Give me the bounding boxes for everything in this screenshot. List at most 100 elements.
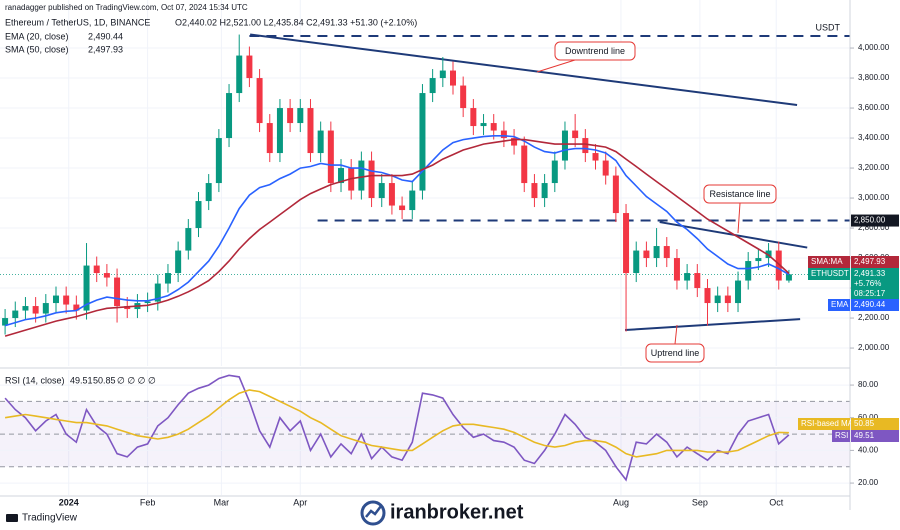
candle-body [22,306,29,311]
price-change: +5.76% [854,279,881,288]
trend-line [624,318,801,332]
candle-body [612,175,619,214]
candle-body [32,306,39,314]
x-tick-label: Apr [293,497,307,507]
candle-body [735,280,742,304]
candle-body [276,108,283,154]
candle-body [83,265,90,311]
candle-body [541,183,548,199]
rsi-tag-value: 49.51 [854,431,875,440]
candle-body [368,160,375,199]
price-tag-bg [851,268,899,300]
candle-body [714,295,721,304]
y-tick-label: 20.00 [858,478,879,487]
candle-body [500,130,507,139]
countdown: 08:25:17 [854,289,886,298]
candle-body [663,246,670,259]
candle-body [236,55,243,94]
candle-body [114,277,121,307]
candle-body [409,190,416,211]
candle-body [154,283,161,302]
indicator-line [4,138,790,337]
candle-body [480,123,487,127]
indicator-line [4,135,790,327]
candle-body [775,250,782,281]
y-tick-label: 3,000.00 [858,193,890,202]
candle-body [12,310,19,319]
y-tick-label: 3,600.00 [858,103,890,112]
rsi-tag-bg [798,418,850,430]
legend-value: 2,490.44 [88,31,123,41]
series-tag: SMA:MA [811,257,843,266]
rsi-title: RSI (14, close) [5,375,65,385]
series-tag: EMA [831,300,849,309]
series-tag-bg [828,299,850,311]
logo-text: TradingView [22,513,78,524]
level-label: 2,850.00 [854,216,886,225]
candle-body [673,258,680,281]
x-tick-label: Feb [140,497,156,507]
candle-body [195,201,202,229]
annotation-text: Downtrend line [565,46,625,56]
legend-entry: SMA (50, close) [5,44,69,54]
watermark-text: iranbroker.net [390,501,524,523]
candle-body [490,123,497,131]
price-tag: ETHUSDT [811,269,849,278]
y-tick-label: 3,200.00 [858,163,890,172]
candle-body [215,138,222,184]
y-tick-label: 40.00 [858,446,879,455]
candle-body [582,138,589,154]
candle-body [73,304,80,311]
candle-body [643,250,650,259]
candle-body [317,130,324,154]
y-tick-label: 60.00 [858,413,879,422]
series-tag-value: 2,497.93 [854,257,886,266]
rsi-tag: RSI [835,431,848,440]
candle-body [266,123,273,154]
annotation-box [554,41,636,61]
candle-body [521,145,528,184]
annotation-box [703,184,777,204]
candle-body [175,250,182,274]
candle-body [704,288,711,304]
candle-body [449,70,456,86]
x-tick-label: Oct [769,497,784,507]
legend-value: 49.51 [70,375,93,385]
candle-body [531,183,538,199]
y-tick-label: 2,000.00 [858,343,890,352]
y-tick-label: 2,800.00 [858,223,890,232]
candle-body [205,183,212,202]
plot [0,33,850,482]
candle-body [561,130,568,161]
candle-body [297,108,304,124]
rsi-tag-bg [832,430,850,442]
candle-body [185,228,192,251]
x-tick-label: Mar [214,497,230,507]
y-tick-label: 2,200.00 [858,313,890,322]
candle-body [460,85,467,109]
candle-body [419,93,426,191]
candle-body [755,258,762,262]
logo-icon [6,514,18,522]
candle-body [551,160,558,184]
series-tag-bg [808,256,850,268]
candle-body [42,303,49,314]
y-tick-label: 3,800.00 [858,73,890,82]
publisher: ranadagger published on TradingView.com,… [5,3,248,12]
candle-body [93,265,100,274]
trend-line [249,33,798,107]
x-tick-label: Sep [692,497,708,507]
level-label-bg [851,214,899,227]
annotation-arrow [674,324,678,345]
y-tick-label: 4,000.00 [858,43,890,52]
ohlc: O2,440.02 H2,521.00 L2,435.84 C2,491.33 … [175,17,417,27]
candle-body [378,183,385,199]
y-tick-label: 80.00 [858,380,879,389]
candle-body [684,273,691,281]
candle-body [592,153,599,161]
candle-body [52,295,59,304]
candle-body [287,108,294,124]
candle-body [338,168,345,184]
candle-body [307,108,314,154]
